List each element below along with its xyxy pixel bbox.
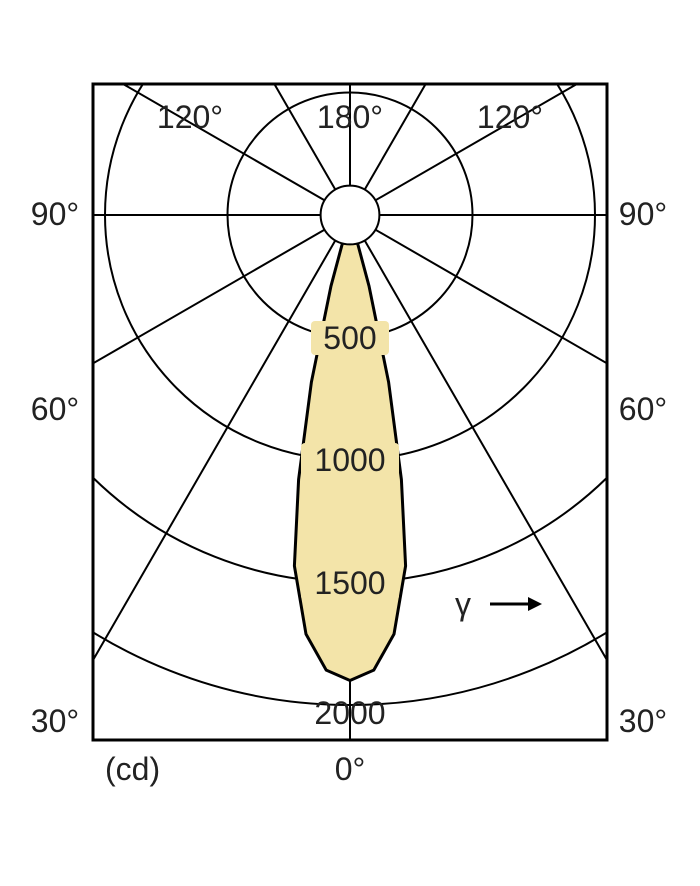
center-circle	[321, 186, 380, 245]
angle-label: 90°	[31, 196, 79, 232]
ring-label: 2000	[314, 695, 385, 731]
angle-label: 90°	[619, 196, 667, 232]
ring-label: 500	[323, 320, 376, 356]
angle-label: 30°	[619, 703, 667, 739]
angle-label: 120°	[157, 99, 223, 135]
angle-label: 180°	[317, 99, 383, 135]
angle-label: 0°	[335, 751, 366, 787]
angle-label: 60°	[619, 391, 667, 427]
gamma-symbol: γ	[455, 586, 471, 622]
ring-label: 1500	[314, 565, 385, 601]
angle-label: 120°	[477, 99, 543, 135]
ring-label: 1000	[314, 442, 385, 478]
angle-label: 30°	[31, 703, 79, 739]
unit-label: (cd)	[105, 751, 160, 787]
angle-label: 60°	[31, 391, 79, 427]
polar-light-distribution: 500 1000 1500 2000 180° 120° 120° 90° 90° 60° 60°…	[0, 0, 700, 886]
origin-circle	[321, 186, 380, 245]
